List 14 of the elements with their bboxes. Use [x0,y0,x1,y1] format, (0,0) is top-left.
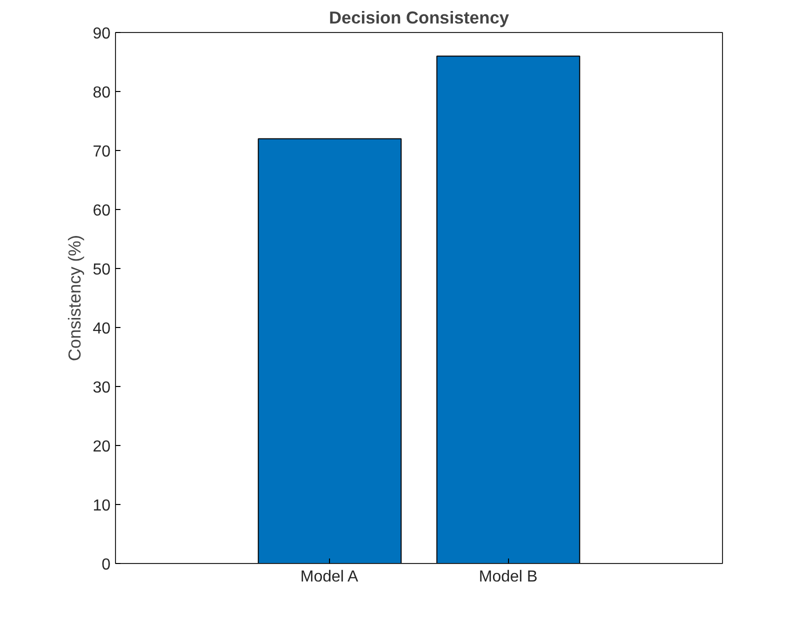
y-tick-label: 70 [92,144,111,160]
x-tick-label: Model A [300,568,359,586]
y-tick-label: 10 [92,498,111,514]
x-tick-label: Model B [478,568,538,586]
y-tick-label: 80 [92,84,111,102]
y-tick-label: 40 [92,320,111,338]
y-tick-label: 0 [102,556,111,574]
y-tick-label: 30 [92,380,111,396]
y-tick-label: 50 [92,262,111,278]
y-tick-label: 20 [92,438,111,456]
y-axis-title: Consistency (%) [64,234,85,362]
y-tick-label: 60 [92,202,111,220]
y-tick-label: 90 [92,26,111,42]
chart-title: Decision Consistency [328,8,510,28]
